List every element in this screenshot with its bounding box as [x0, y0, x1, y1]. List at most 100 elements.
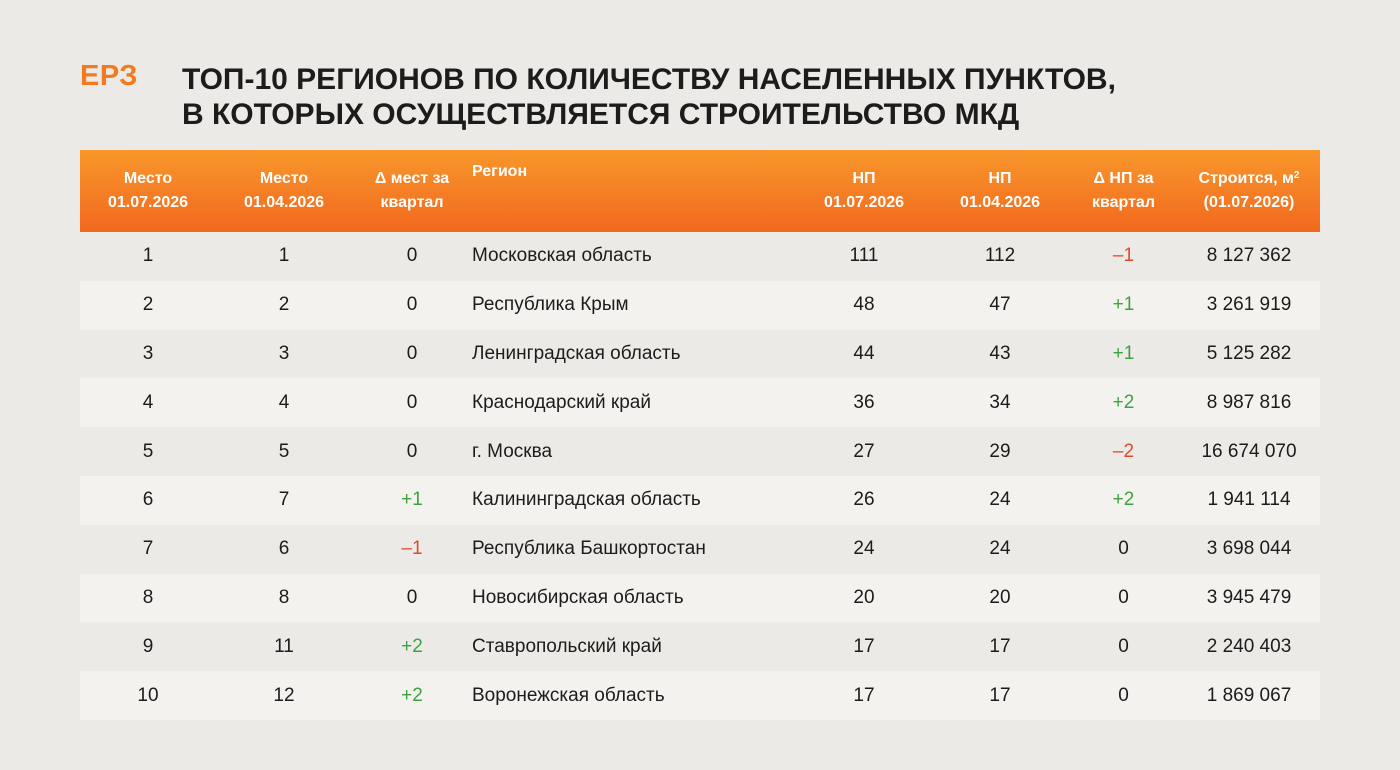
cell-place-now: 10: [137, 684, 159, 706]
cell-np-now: 26: [853, 489, 875, 511]
table-row: 10 12 +2 Воронежская область 17 17 0 1 8…: [80, 671, 1320, 720]
cell-np-prev: 24: [989, 538, 1011, 560]
cell-np-delta: 0: [1118, 538, 1129, 560]
table-body: 1 1 0 Московская область 111 112 –1 8 12…: [80, 232, 1320, 720]
cell-place-now: 1: [142, 245, 154, 267]
header-built: Строится, м2 (01.07.2026): [1198, 170, 1300, 211]
cell-place-prev: 6: [278, 538, 290, 560]
header-region: Регион: [472, 163, 528, 180]
cell-built: 3 945 479: [1206, 586, 1292, 608]
table-row: 8 8 0 Новосибирская область 20 20 0 3 94…: [80, 573, 1320, 623]
cell-built: 2 240 403: [1206, 635, 1292, 657]
header-np-delta: Δ НП за квартал: [1092, 170, 1155, 211]
cell-place-prev: 3: [278, 342, 290, 364]
header-np-prev: НП 01.04.2026: [959, 170, 1041, 211]
cell-region: Республика Башкортостан: [472, 538, 706, 560]
cell-place-delta: 0: [406, 586, 418, 608]
cell-built: 8 987 816: [1206, 391, 1292, 413]
cell-place-now: 4: [142, 391, 154, 413]
cell-np-prev: 24: [989, 489, 1011, 511]
cell-np-delta: 0: [1118, 635, 1129, 657]
table-row: 1 1 0 Московская область 111 112 –1 8 12…: [80, 232, 1320, 281]
cell-np-now: 17: [853, 684, 875, 706]
cell-built: 8 127 362: [1206, 245, 1292, 267]
table-header-row: Место 01.07.2026 Место 01.04.2026 Δ мест…: [80, 150, 1320, 232]
header-place-now: Место 01.07.2026: [107, 170, 189, 211]
title-line-1: ТОП-10 РЕГИОНОВ ПО КОЛИЧЕСТВУ НАСЕЛЕННЫХ…: [182, 63, 1116, 96]
cell-np-now: 20: [853, 586, 875, 608]
cell-np-now: 17: [853, 635, 875, 657]
cell-place-delta: –1: [401, 538, 423, 560]
table-row: 3 3 0 Ленинградская область 44 43 +1 5 1…: [80, 329, 1320, 379]
cell-np-now: 36: [853, 391, 875, 413]
table-row: 2 2 0 Республика Крым 48 47 +1 3 261 919: [80, 280, 1320, 330]
cell-np-delta: +2: [1112, 489, 1135, 511]
cell-np-prev: 17: [989, 684, 1011, 706]
cell-place-prev: 11: [274, 635, 294, 657]
cell-np-prev: 112: [984, 245, 1016, 267]
cell-np-now: 24: [853, 538, 875, 560]
cell-np-delta: +2: [1112, 391, 1135, 413]
cell-place-prev: 12: [273, 684, 295, 706]
cell-region: Краснодарский край: [472, 391, 651, 413]
cell-np-delta: 0: [1118, 586, 1129, 608]
cell-place-delta: +2: [401, 635, 423, 657]
cell-region: Воронежская область: [472, 684, 665, 706]
cell-place-delta: +2: [401, 684, 423, 706]
table-row: 5 5 0 г. Москва 27 29 –2 16 674 070: [80, 427, 1320, 476]
regions-table: Место 01.07.2026 Место 01.04.2026 Δ мест…: [80, 150, 1320, 720]
cell-place-delta: 0: [406, 245, 418, 267]
cell-built: 5 125 282: [1206, 342, 1292, 364]
cell-region: Ленинградская область: [472, 342, 681, 364]
table-row: 6 7 +1 Калининградская область 26 24 +2 …: [80, 475, 1320, 525]
cell-place-delta: 0: [406, 440, 418, 462]
cell-built: 3 698 044: [1206, 538, 1292, 560]
logo: ЕРЗ: [80, 60, 138, 92]
cell-place-now: 6: [142, 489, 154, 511]
cell-np-prev: 47: [989, 294, 1011, 316]
table-row: 7 6 –1 Республика Башкортостан 24 24 0 3…: [80, 524, 1320, 574]
cell-place-now: 7: [142, 538, 154, 560]
table-row: 9 11 +2 Ставропольский край 17 17 0 2 24…: [80, 622, 1320, 672]
cell-np-now: 44: [853, 342, 875, 364]
cell-place-delta: +1: [401, 489, 423, 511]
cell-place-prev: 5: [278, 440, 290, 462]
cell-place-prev: 1: [278, 245, 290, 267]
cell-np-delta: –2: [1112, 440, 1135, 462]
cell-np-now: 27: [853, 440, 875, 462]
cell-np-prev: 29: [989, 440, 1011, 462]
title-line-2: В КОТОРЫХ ОСУЩЕСТВЛЯЕТСЯ СТРОИТЕЛЬСТВО М…: [182, 98, 1020, 131]
cell-region: Новосибирская область: [472, 586, 684, 608]
header-place-delta: Δ мест за квартал: [374, 170, 450, 211]
cell-np-delta: –1: [1112, 245, 1135, 267]
cell-np-prev: 43: [989, 342, 1011, 364]
cell-region: г. Москва: [472, 440, 553, 462]
cell-np-delta: +1: [1112, 342, 1135, 364]
cell-region: Ставропольский край: [472, 635, 662, 657]
cell-place-now: 2: [142, 294, 154, 316]
cell-place-delta: 0: [406, 294, 418, 316]
cell-place-now: 5: [142, 440, 154, 462]
cell-np-now: 48: [853, 294, 875, 316]
cell-np-prev: 34: [989, 391, 1011, 413]
cell-place-delta: 0: [406, 391, 418, 413]
cell-region: Московская область: [472, 245, 652, 267]
cell-np-prev: 17: [989, 635, 1011, 657]
cell-np-delta: +1: [1112, 294, 1135, 316]
table-row: 4 4 0 Краснодарский край 36 34 +2 8 987 …: [80, 378, 1320, 428]
cell-place-prev: 2: [278, 294, 290, 316]
cell-built: 1 941 114: [1207, 489, 1291, 511]
cell-built: 1 869 067: [1206, 684, 1292, 706]
cell-region: Калининградская область: [472, 489, 701, 511]
cell-np-prev: 20: [989, 586, 1011, 608]
cell-built: 16 674 070: [1201, 440, 1297, 462]
cell-built: 3 261 919: [1206, 294, 1292, 316]
cell-np-delta: 0: [1118, 684, 1129, 706]
cell-place-now: 9: [142, 635, 154, 657]
header-place-prev: Место 01.04.2026: [243, 170, 325, 211]
cell-place-now: 3: [142, 342, 154, 364]
cell-region: Республика Крым: [472, 294, 629, 316]
cell-np-now: 111: [849, 245, 879, 267]
cell-place-prev: 4: [278, 391, 290, 413]
page-title: ТОП-10 РЕГИОНОВ ПО КОЛИЧЕСТВУ НАСЕЛЕННЫХ…: [182, 62, 1116, 132]
